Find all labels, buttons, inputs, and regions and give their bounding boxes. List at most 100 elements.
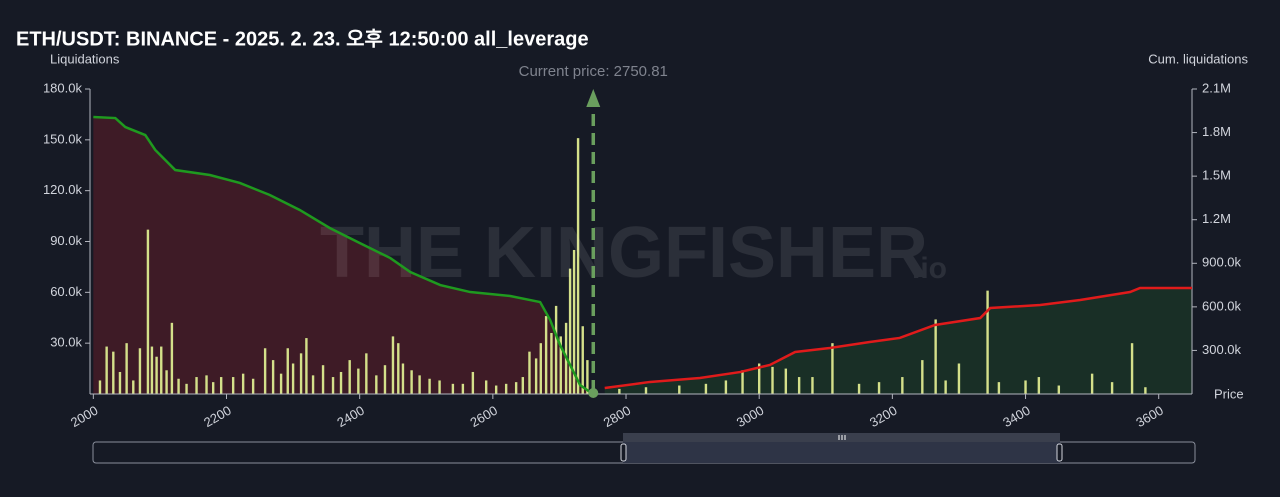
y2-tick-label: 1.2M [1202,211,1231,226]
bar [195,377,198,394]
bar [211,382,215,394]
y2-tick-label: 600.0k [1202,298,1242,313]
bar [572,249,576,394]
bar [401,363,405,394]
current-price-dot [588,388,599,398]
y-axis-label: Liquidations [50,51,120,66]
bar [231,377,235,394]
bar [741,370,744,394]
plot-area [93,117,1192,395]
y2-tick-label: 300.0k [1202,342,1242,357]
bar [1037,377,1041,394]
chart-title: ETH/USDT: BINANCE - 2025. 2. 23. 오후 12:5… [16,27,589,50]
bar [241,373,245,394]
line [93,115,594,396]
bar [305,338,308,394]
y2-tick-label: 900.0k [1202,255,1242,270]
y-tick-label: 90.0k [50,233,82,248]
bar [550,333,553,394]
bar [160,346,163,394]
bar [618,388,621,394]
y-tick-label: 120.0k [43,182,83,197]
bar [185,383,188,394]
bar [286,348,289,394]
slider-handle-left[interactable] [620,443,627,462]
current-price-label: Current price: 2750.81 [519,63,668,80]
bar [1057,385,1061,394]
bar [559,336,562,394]
bar [138,348,142,394]
current-price-arrow [586,89,601,107]
bar [339,371,343,394]
y-tick-label: 60.0k [50,284,82,299]
bar [586,360,589,394]
bar [521,377,525,394]
bar [921,360,924,394]
bar [348,360,351,394]
y2-tick-label: 2.1M [1202,80,1231,95]
bar [118,371,122,394]
range-slider[interactable] [92,433,1196,464]
bar [514,382,518,394]
bar [957,363,961,394]
bar [1110,382,1114,394]
bar [132,380,135,394]
area [604,287,1192,394]
bar [375,375,378,394]
bar [112,351,115,394]
bar [471,371,475,394]
watermark-group: THE KINGFISHER .io [320,213,947,293]
bar [1144,387,1147,394]
bar [451,383,455,394]
line [604,286,1192,390]
bar [365,353,368,394]
bar [418,375,421,394]
bar [581,326,584,394]
bar [901,377,904,394]
x-axis-label: Price [1214,386,1244,401]
bar [797,377,801,394]
bar [534,358,538,394]
bar [724,380,728,394]
bar [944,380,947,394]
bar [1024,380,1027,394]
bar [934,319,937,394]
y-tick-label: 150.0k [43,131,83,146]
watermark: THE KINGFISHER [320,213,928,293]
bar [554,305,558,394]
bar [98,380,102,394]
bar [410,370,413,394]
bar [170,322,174,394]
area [93,117,593,395]
y2-tick-label: 1.5M [1202,168,1231,183]
bar [177,378,180,394]
bar [331,377,335,394]
bar [539,343,542,394]
bar [397,343,400,394]
bar [205,375,208,394]
bar [494,385,498,394]
bar [644,387,648,394]
slider-window[interactable] [623,442,1060,463]
bar [251,378,255,394]
bar [544,316,548,394]
bar [219,377,223,394]
bar [155,356,158,394]
slider-handle-right[interactable] [1056,443,1063,462]
bar [576,138,580,394]
y2-axis-label: Cum. liquidations [1148,51,1248,66]
bar [504,383,508,394]
bar [757,363,761,394]
bar [1130,343,1134,394]
bar [528,351,531,394]
bar [271,360,275,394]
bar [857,383,861,394]
bar [428,378,431,394]
bar [279,373,283,394]
bar [1090,373,1094,394]
bar [291,363,295,394]
bar [997,382,1001,394]
bar [438,380,441,394]
